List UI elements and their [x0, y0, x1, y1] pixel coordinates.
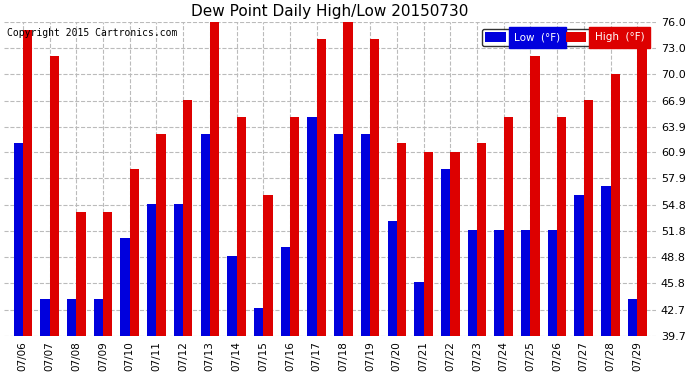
- Bar: [557, 117, 566, 336]
- Bar: [521, 230, 531, 336]
- Bar: [344, 22, 353, 336]
- Bar: [130, 169, 139, 336]
- Bar: [494, 230, 504, 336]
- Bar: [468, 230, 477, 336]
- Title: Dew Point Daily High/Low 20150730: Dew Point Daily High/Low 20150730: [191, 4, 469, 19]
- Bar: [334, 134, 344, 336]
- Bar: [174, 204, 183, 336]
- Bar: [584, 100, 593, 336]
- Bar: [210, 13, 219, 336]
- Bar: [388, 221, 397, 336]
- Bar: [254, 308, 264, 336]
- Bar: [531, 56, 540, 336]
- Bar: [264, 195, 273, 336]
- Bar: [94, 299, 103, 336]
- Bar: [441, 169, 451, 336]
- Bar: [575, 195, 584, 336]
- Bar: [424, 152, 433, 336]
- Bar: [397, 143, 406, 336]
- Bar: [237, 117, 246, 336]
- Bar: [414, 282, 424, 336]
- Bar: [601, 186, 611, 336]
- Bar: [14, 143, 23, 336]
- Bar: [361, 134, 370, 336]
- Bar: [638, 48, 647, 336]
- Bar: [227, 255, 237, 336]
- Bar: [183, 100, 193, 336]
- Bar: [67, 299, 77, 336]
- Bar: [370, 39, 380, 336]
- Bar: [281, 247, 290, 336]
- Bar: [477, 143, 486, 336]
- Text: Copyright 2015 Cartronics.com: Copyright 2015 Cartronics.com: [8, 28, 178, 38]
- Bar: [77, 212, 86, 336]
- Bar: [628, 299, 638, 336]
- Bar: [307, 117, 317, 336]
- Bar: [611, 74, 620, 336]
- Bar: [504, 117, 513, 336]
- Bar: [103, 212, 112, 336]
- Bar: [147, 204, 157, 336]
- Bar: [317, 39, 326, 336]
- Bar: [201, 134, 210, 336]
- Legend: Low  (°F), High  (°F): Low (°F), High (°F): [482, 28, 647, 46]
- Bar: [23, 30, 32, 336]
- Bar: [290, 117, 299, 336]
- Bar: [451, 152, 460, 336]
- Bar: [40, 299, 50, 336]
- Bar: [157, 134, 166, 336]
- Bar: [120, 238, 130, 336]
- Bar: [50, 56, 59, 336]
- Bar: [548, 230, 557, 336]
